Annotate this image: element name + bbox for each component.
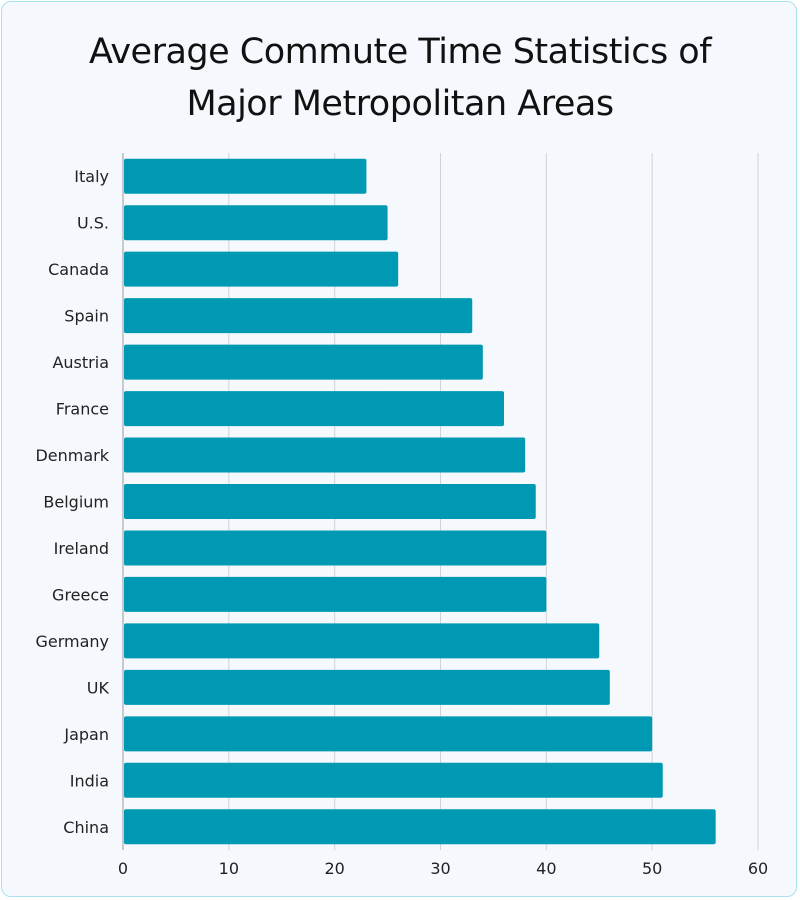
chart-title-line-1: Average Commute Time Statistics of	[88, 32, 712, 72]
y-tick-label: U.S.	[77, 214, 109, 233]
x-tick-label: 20	[324, 859, 344, 878]
y-tick-label: Ireland	[54, 539, 109, 558]
y-tick-label: Spain	[64, 307, 109, 326]
bar	[124, 809, 716, 845]
y-tick-label: France	[56, 400, 109, 419]
y-tick-label: Canada	[48, 260, 109, 279]
y-tick-label: Italy	[74, 167, 109, 186]
chart-title-line-2: Major Metropolitan Areas	[186, 84, 614, 124]
bar	[124, 205, 388, 241]
y-tick-label: Greece	[52, 585, 109, 604]
bar	[124, 762, 663, 798]
y-tick-label: Belgium	[43, 493, 109, 512]
y-tick-label: UK	[87, 678, 110, 697]
y-tick-label: Japan	[63, 725, 109, 744]
bar	[124, 391, 504, 427]
x-tick-label: 30	[430, 859, 450, 878]
x-tick-label: 0	[118, 859, 128, 878]
bar	[124, 251, 399, 287]
x-tick-label: 10	[219, 859, 239, 878]
bar	[124, 623, 600, 659]
y-tick-label: Germany	[35, 632, 109, 651]
x-tick-label: 60	[748, 859, 768, 878]
y-tick-label: India	[70, 771, 109, 790]
bar	[124, 344, 483, 380]
bar	[124, 484, 536, 519]
bar	[124, 530, 547, 566]
y-tick-label: Austria	[52, 353, 109, 372]
bar	[124, 158, 367, 194]
bar	[124, 298, 473, 334]
bar	[124, 576, 547, 612]
y-tick-label: Denmark	[35, 446, 109, 465]
chart-title: Average Commute Time Statistics of Major…	[0, 26, 800, 130]
bar	[124, 437, 526, 473]
x-tick-label: 50	[642, 859, 662, 878]
bar	[124, 669, 610, 705]
x-tick-label: 40	[536, 859, 556, 878]
y-tick-label: China	[63, 818, 109, 837]
bar	[124, 716, 653, 752]
